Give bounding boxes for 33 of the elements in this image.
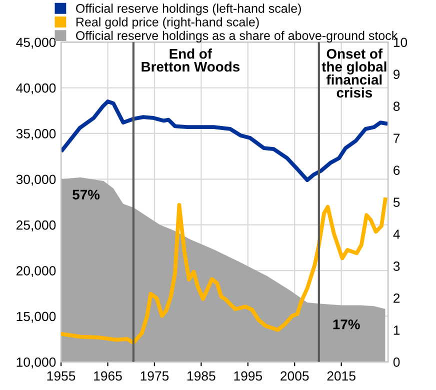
y-tick-label: 30,000 (16, 174, 56, 186)
y2-tick-label: 1 (394, 326, 400, 335)
ref-line-label: Onset of the global financial crisis (322, 48, 386, 98)
y-tick-label: 15,000 (16, 312, 56, 323)
line-series (61, 100, 388, 182)
legend-label: Official reserve holdings (left-hand scale) (76, 4, 301, 16)
y2-tick-label: 10 (394, 38, 408, 48)
ref-line-label: End of Bretton Woods (142, 48, 240, 72)
y-tick-label: 45,000 (16, 38, 56, 49)
y2-tick-label: 7 (394, 134, 400, 143)
y-tick-label: 35,000 (16, 129, 56, 140)
x-tick-label: 1965 (94, 371, 122, 381)
legend-label: Real gold price (right-hand scale) (76, 17, 259, 29)
y2-tick-label: 9 (394, 70, 400, 80)
y-tick-label: 10,000 (16, 357, 56, 368)
x-tick-label: 1955 (47, 371, 76, 381)
y2-tick-label: 4 (393, 230, 400, 239)
x-tick-label: 2015 (327, 371, 356, 381)
y2-tick-label: 0 (393, 357, 400, 367)
annotation: 17% (333, 320, 360, 330)
x-tick-label: 1985 (188, 371, 216, 381)
x-tick-label: 1995 (234, 371, 262, 381)
y-tick-label: 20,000 (16, 266, 56, 278)
y2-tick-label: 6 (394, 166, 400, 175)
y2-tick-label: 5 (393, 198, 400, 207)
y-tick-label: 25,000 (16, 220, 56, 232)
y2-tick-label: 3 (393, 262, 400, 271)
x-tick-label: 2005 (280, 371, 309, 381)
y2-tick-label: 2 (394, 294, 400, 303)
x-tick-label: 1975 (140, 371, 169, 381)
y2-tick-label: 8 (393, 102, 400, 111)
y-tick-label: 40,000 (16, 83, 56, 94)
annotation: 57% (72, 190, 100, 200)
